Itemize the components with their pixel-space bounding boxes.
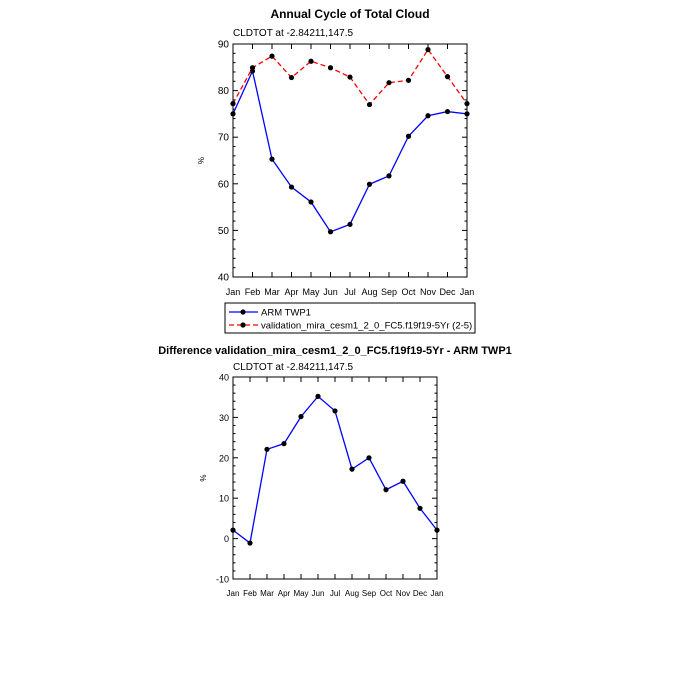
data-point	[383, 487, 389, 493]
data-point	[386, 173, 392, 179]
data-point	[332, 408, 338, 414]
x-tick-label: Jun	[323, 287, 338, 297]
x-tick-label: May	[302, 287, 320, 297]
data-point	[327, 229, 334, 235]
x-tick-label: Feb	[243, 589, 257, 598]
x-tick-label: Aug	[345, 589, 359, 598]
x-tick-label: Oct	[380, 589, 393, 598]
legend-box	[224, 302, 476, 334]
data-point	[366, 455, 372, 461]
x-tick-label: Jan	[431, 589, 444, 598]
x-tick-label: Jan	[227, 589, 240, 598]
x-tick-label: Mar	[260, 589, 274, 598]
data-point	[269, 156, 275, 162]
data-point	[434, 527, 440, 533]
data-point	[308, 58, 314, 64]
y-axis-label: %	[197, 157, 206, 164]
x-tick-label: Nov	[396, 589, 410, 598]
y-tick-label: 90	[218, 40, 230, 51]
chart-1: Annual Cycle of Total Cloud CLDTOT at -2.…	[197, 7, 476, 334]
data-point	[308, 199, 314, 205]
data-point	[400, 478, 406, 484]
data-point	[405, 133, 412, 139]
y-tick-label: 10	[219, 494, 229, 504]
chart-subtitle: CLDTOT at -2.84211,147.5	[233, 362, 354, 373]
x-tick-label: Jul	[344, 287, 356, 297]
series-1	[230, 393, 440, 546]
data-point	[425, 113, 431, 119]
series-1	[230, 68, 470, 235]
plot-frame	[232, 376, 438, 580]
x-tick-label: Dec	[439, 287, 456, 297]
data-point	[230, 111, 236, 117]
x-tick-label: Jul	[330, 589, 340, 598]
x-tick-label: Apr	[284, 287, 298, 297]
x-tick-label: Sep	[362, 589, 377, 598]
y-tick-label: 0	[224, 534, 229, 544]
legend-label: ARM TWP1	[261, 308, 311, 319]
data-point	[347, 221, 353, 227]
x-tick-label: Oct	[401, 287, 416, 297]
series-line	[232, 395, 438, 545]
data-point	[281, 441, 287, 447]
series-line	[232, 68, 468, 233]
data-point	[230, 527, 236, 533]
data-point	[249, 65, 256, 71]
data-point	[464, 101, 470, 107]
chart-2: Difference validation_mira_cesm1_2_0_FC5…	[158, 345, 512, 598]
x-tick-label: Feb	[245, 287, 261, 297]
x-tick-label: Nov	[420, 287, 437, 297]
x-tick-label: May	[293, 589, 308, 598]
legend-marker	[240, 322, 246, 328]
data-point	[247, 540, 253, 546]
data-point	[417, 505, 423, 511]
data-point	[347, 74, 353, 80]
data-point	[327, 65, 334, 71]
y-tick-label: 70	[218, 133, 230, 144]
x-tick-label: Sep	[381, 287, 397, 297]
data-point	[464, 111, 470, 117]
x-tick-label: Dec	[413, 589, 427, 598]
data-point	[405, 77, 412, 83]
data-point	[444, 108, 451, 115]
data-point	[288, 74, 295, 81]
y-tick-label: 30	[219, 413, 229, 423]
data-point	[425, 46, 431, 53]
x-tick-label: Aug	[361, 287, 377, 297]
chart-title: Annual Cycle of Total Cloud	[270, 7, 429, 21]
y-tick-label: 60	[218, 179, 230, 190]
y-axis-label: %	[199, 474, 208, 481]
data-point	[315, 393, 321, 399]
x-tick-label: Apr	[278, 589, 291, 598]
data-point	[366, 181, 373, 187]
data-point	[230, 101, 236, 107]
x-tick-label: Jun	[312, 589, 325, 598]
y-tick-label: 40	[218, 273, 230, 284]
data-point	[386, 80, 392, 86]
data-point	[269, 53, 275, 59]
legend-label: validation_mira_cesm1_2_0_FC5.f19f19-5Yr…	[261, 321, 472, 332]
data-point	[349, 466, 355, 472]
data-point	[366, 101, 373, 108]
y-tick-label: -10	[216, 575, 229, 585]
data-point	[444, 74, 451, 80]
y-tick-label: 50	[218, 226, 230, 237]
legend: ARM TWP1 validation_mira_cesm1_2_0_FC5.f1…	[224, 302, 476, 334]
series-2	[230, 46, 470, 108]
x-tick-label: Mar	[264, 287, 280, 297]
x-tick-label: Jan	[226, 287, 241, 297]
data-point	[288, 184, 295, 190]
y-tick-label: 40	[219, 373, 229, 383]
y-tick-label: 20	[219, 453, 229, 463]
legend-marker	[240, 309, 246, 315]
data-point	[264, 446, 270, 452]
x-tick-label: Jan	[460, 287, 475, 297]
chart-subtitle: CLDTOT at -2.84211,147.5	[233, 28, 354, 39]
y-tick-label: 80	[218, 86, 230, 97]
data-point	[298, 413, 304, 420]
chart-title: Difference validation_mira_cesm1_2_0_FC5…	[158, 345, 512, 357]
